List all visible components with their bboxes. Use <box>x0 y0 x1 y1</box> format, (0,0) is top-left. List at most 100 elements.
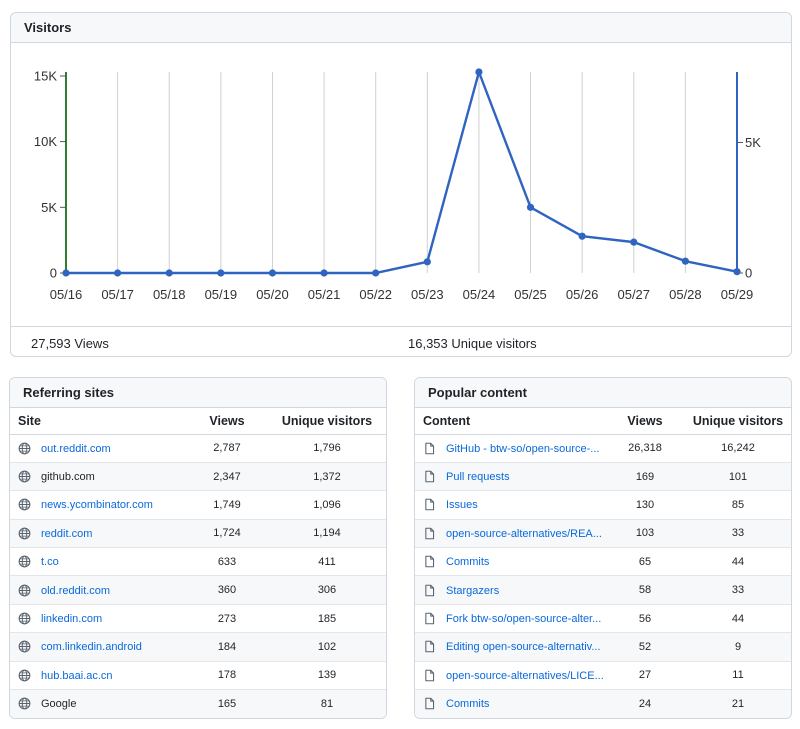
col-unique-visitors: Unique visitors <box>685 408 791 435</box>
referrer-row-name-cell: Google <box>10 689 186 718</box>
data-point <box>372 269 380 277</box>
visitors-line-chart: 0 5K 10K 15K 0 5K 05/16 05/17 05/18 05/19 05/20 05/… <box>34 68 761 302</box>
referrer-row: news.ycombinator.com 1,749 1,096 <box>10 490 386 520</box>
views-count: 184 <box>186 632 268 662</box>
file-icon <box>423 470 436 483</box>
referrer-row: github.com 2,347 1,372 <box>10 461 386 491</box>
referrer-row-link[interactable]: reddit.com <box>41 527 93 540</box>
unique-visitors-count: 102 <box>268 632 386 662</box>
views-count: 2,347 <box>186 461 268 491</box>
referrer-row: com.linkedin.android 184 102 <box>10 632 386 662</box>
views-count: 103 <box>605 518 685 548</box>
unique-visitors-total: 16,353 Unique visitors <box>408 336 537 351</box>
unique-visitors-count: 306 <box>268 575 386 605</box>
globe-icon <box>18 555 31 568</box>
referrer-row: out.reddit.com 2,787 1,796 <box>10 434 386 462</box>
content-row-link[interactable]: Commits <box>446 556 490 569</box>
content-row-name-cell: Fork btw-so/open-source-alter... <box>415 603 605 633</box>
unique-visitors-count: 139 <box>268 660 386 690</box>
views-count: 52 <box>605 632 685 662</box>
x-axis-tick-label: 05/20 <box>256 287 289 302</box>
left-axis-tick-label: 10K <box>34 134 57 149</box>
content-row-link[interactable]: Editing open-source-alternativ... <box>446 641 601 654</box>
views-count: 24 <box>605 689 685 718</box>
unique-visitors-count: 44 <box>685 603 791 633</box>
file-icon <box>423 442 436 455</box>
referrer-row: reddit.com 1,724 1,194 <box>10 518 386 548</box>
content-row: Pull requests 169 101 <box>415 461 791 491</box>
content-row-name-cell: Issues <box>415 490 605 520</box>
file-icon <box>423 584 436 597</box>
globe-icon <box>18 442 31 455</box>
unique-visitors-count: 1,194 <box>268 518 386 548</box>
file-icon <box>423 640 436 653</box>
referrer-row-link[interactable]: linkedin.com <box>41 613 103 626</box>
popular-content-header: Popular content <box>415 378 791 408</box>
referrer-row-name-cell: out.reddit.com <box>10 434 186 462</box>
visitors-title: Visitors <box>24 20 72 35</box>
content-row-link[interactable]: open-source-alternatives/LICE... <box>446 669 604 682</box>
file-icon <box>423 498 436 511</box>
content-row-link[interactable]: open-source-alternatives/REA... <box>446 527 602 540</box>
content-row-link[interactable]: GitHub - btw-so/open-source-... <box>446 442 600 455</box>
views-count: 1,724 <box>186 518 268 548</box>
referring-sites-panel: Referring sites Site Views Unique visito… <box>9 377 387 719</box>
col-site: Site <box>10 408 186 435</box>
file-icon <box>423 555 436 568</box>
globe-icon <box>18 470 31 483</box>
unique-visitors-count: 185 <box>268 603 386 633</box>
content-row-link[interactable]: Stargazers <box>446 584 500 597</box>
unique-visitors-count: 1,096 <box>268 490 386 520</box>
content-row-name-cell: Pull requests <box>415 461 605 491</box>
data-point <box>268 269 277 277</box>
x-axis-tick-label: 05/17 <box>101 287 134 302</box>
content-row-link[interactable]: Commits <box>446 698 490 711</box>
file-icon <box>423 669 436 682</box>
content-row-link[interactable]: Pull requests <box>446 471 510 484</box>
content-row: Stargazers 58 33 <box>415 575 791 605</box>
unique-visitors-count: 44 <box>685 547 791 576</box>
referrer-row-name-cell: reddit.com <box>10 518 186 548</box>
data-point <box>62 269 70 277</box>
unique-visitors-count: 16,242 <box>721 442 755 455</box>
views-count: 273 <box>186 603 268 633</box>
unique-visitors-count: 411 <box>268 547 386 576</box>
data-point <box>423 258 431 266</box>
content-row: open-source-alternatives/LICE... 27 11 <box>415 660 791 690</box>
referrer-row: Google 165 81 <box>10 689 386 718</box>
unique-visitors-count: 9 <box>685 632 791 662</box>
referrer-row-name-cell: linkedin.com <box>10 603 186 633</box>
visitors-series-line <box>66 70 738 275</box>
referrer-row-link[interactable]: hub.baai.ac.cn <box>41 669 113 682</box>
x-axis-tick-label: 05/19 <box>205 287 238 302</box>
globe-icon <box>18 697 31 710</box>
views-count: 169 <box>605 461 685 491</box>
referring-sites-table: Site Views Unique visitors out.reddit.co… <box>10 408 386 718</box>
content-row-name-cell: Editing open-source-alternativ... <box>415 632 605 662</box>
right-axis-tick-label: 5K <box>745 135 761 150</box>
content-row: Commits 65 44 <box>415 547 791 576</box>
views-count: 1,749 <box>186 490 268 520</box>
referrer-row-link[interactable]: t.co <box>41 556 59 569</box>
referrer-row-link[interactable]: out.reddit.com <box>41 442 111 455</box>
unique-visitors-count: 21 <box>685 689 791 718</box>
referring-sites-header: Referring sites <box>10 378 386 408</box>
visitors-header: Visitors <box>11 13 791 43</box>
col-views: Views <box>186 408 268 435</box>
globe-icon <box>18 498 31 511</box>
x-axis-tick-label: 05/24 <box>463 287 496 302</box>
data-point <box>526 203 535 211</box>
referrer-row-link[interactable]: com.linkedin.android <box>41 641 142 654</box>
referrer-row-link[interactable]: old.reddit.com <box>41 584 111 597</box>
col-unique-visitors: Unique visitors <box>268 408 386 435</box>
views-count: 56 <box>605 603 685 633</box>
summary-divider <box>11 326 791 327</box>
content-row-link[interactable]: Fork btw-so/open-source-alter... <box>446 613 602 626</box>
x-axis-tick-label: 05/26 <box>566 287 599 302</box>
left-axis-tick-label: 5K <box>41 200 57 215</box>
content-row: Fork btw-so/open-source-alter... 56 44 <box>415 603 791 633</box>
referrer-row-link[interactable]: news.ycombinator.com <box>41 499 153 512</box>
globe-icon <box>18 527 31 540</box>
content-row-link[interactable]: Issues <box>446 499 478 512</box>
x-axis-tick-label: 05/18 <box>153 287 186 302</box>
